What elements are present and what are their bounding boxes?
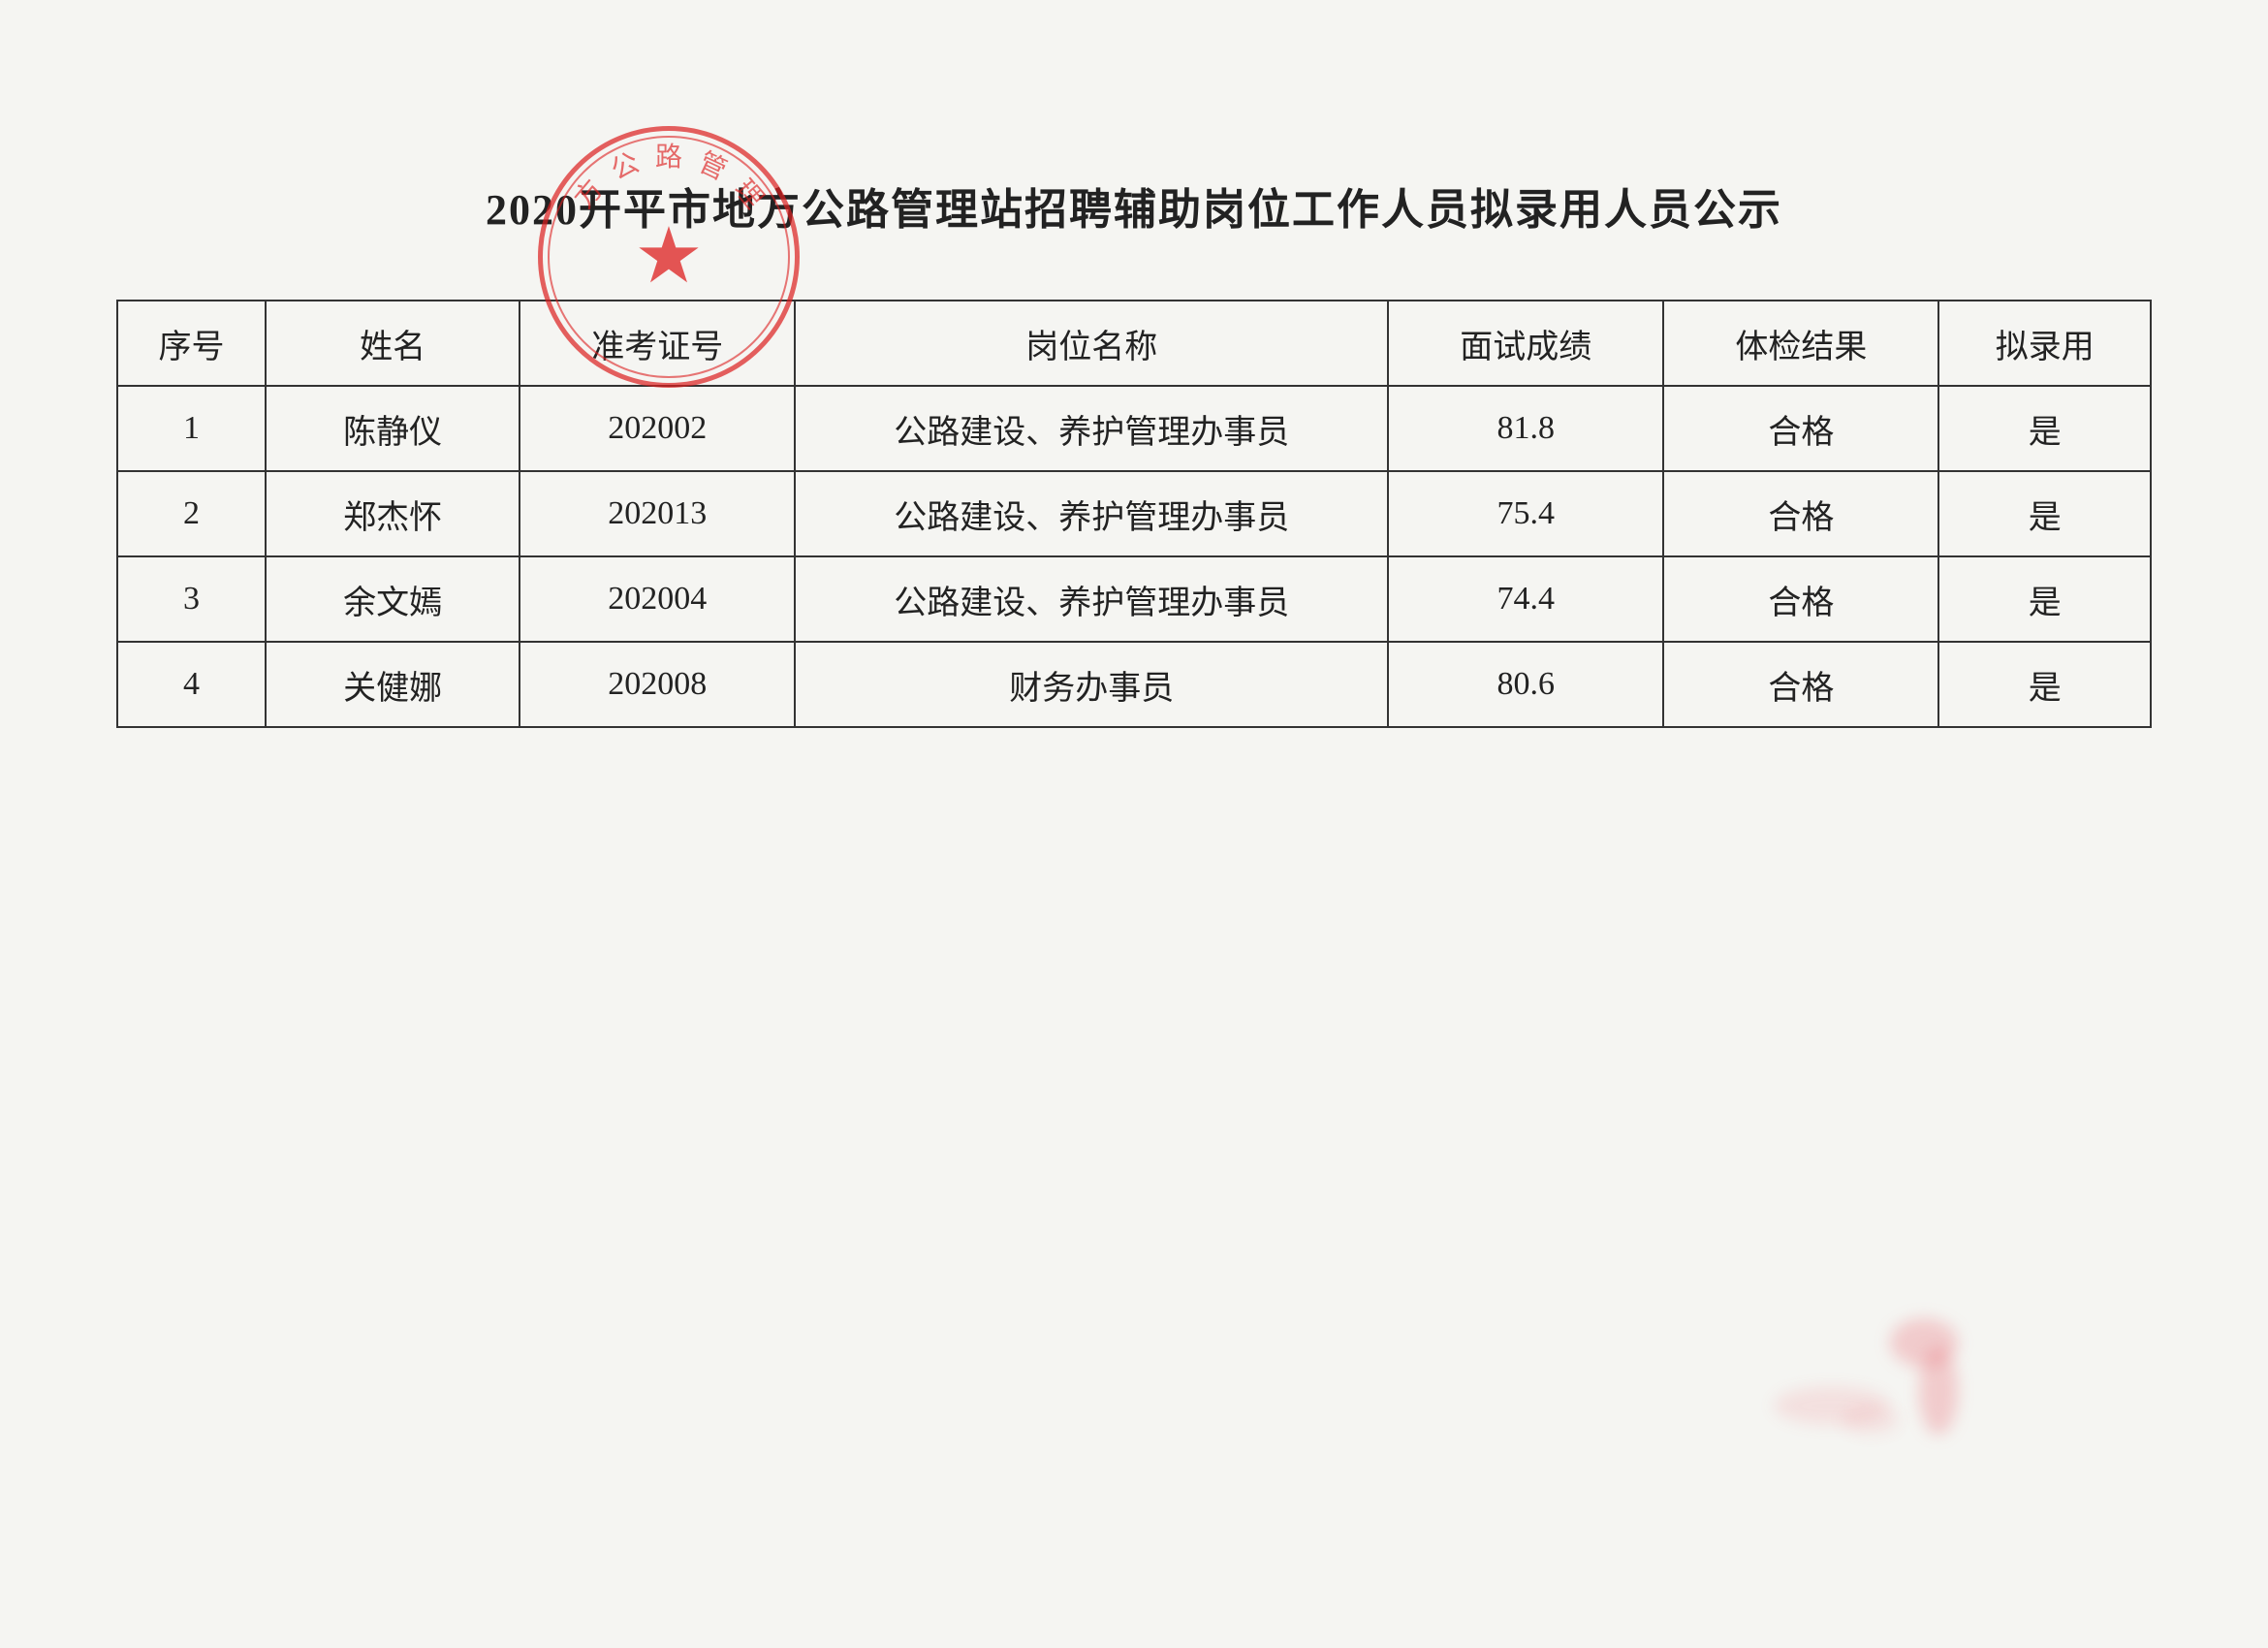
cell-score: 80.6 — [1388, 642, 1663, 727]
cell-hire: 是 — [1938, 556, 2151, 642]
cell-health: 合格 — [1663, 556, 1938, 642]
column-header-name: 姓名 — [266, 301, 520, 386]
cell-position: 财务办事员 — [795, 642, 1388, 727]
column-header-position: 岗位名称 — [795, 301, 1388, 386]
cell-hire: 是 — [1938, 471, 2151, 556]
column-header-hire: 拟录用 — [1938, 301, 2151, 386]
table-row: 2郑杰怀202013公路建设、养护管理办事员75.4合格是 — [117, 471, 2151, 556]
cell-exam_id: 202004 — [520, 556, 795, 642]
candidates-table: 序号姓名准考证号岗位名称面试成绩体检结果拟录用 1陈静仪202002公路建设、养… — [116, 300, 2152, 728]
cell-name: 关健娜 — [266, 642, 520, 727]
table-row: 3余文嫣202004公路建设、养护管理办事员74.4合格是 — [117, 556, 2151, 642]
table-header: 序号姓名准考证号岗位名称面试成绩体检结果拟录用 — [117, 301, 2151, 386]
column-header-score: 面试成绩 — [1388, 301, 1663, 386]
cell-exam_id: 202008 — [520, 642, 795, 727]
column-header-exam_id: 准考证号 — [520, 301, 795, 386]
cell-exam_id: 202002 — [520, 386, 795, 471]
cell-health: 合格 — [1663, 386, 1938, 471]
cell-position: 公路建设、养护管理办事员 — [795, 386, 1388, 471]
cell-exam_id: 202013 — [520, 471, 795, 556]
cell-position: 公路建设、养护管理办事员 — [795, 471, 1388, 556]
cell-score: 75.4 — [1388, 471, 1663, 556]
cell-name: 陈静仪 — [266, 386, 520, 471]
document-title: 2020开平市地方公路管理站招聘辅助岗位工作人员拟录用人员公示 — [116, 174, 2152, 237]
ink-smudge — [1745, 1299, 2016, 1474]
table-row: 1陈静仪202002公路建设、养护管理办事员81.8合格是 — [117, 386, 2151, 471]
cell-seq: 1 — [117, 386, 266, 471]
table-row: 4关健娜202008财务办事员80.6合格是 — [117, 642, 2151, 727]
cell-hire: 是 — [1938, 386, 2151, 471]
cell-hire: 是 — [1938, 642, 2151, 727]
column-header-health: 体检结果 — [1663, 301, 1938, 386]
cell-health: 合格 — [1663, 642, 1938, 727]
column-header-seq: 序号 — [117, 301, 266, 386]
document-page: ★ 方公路管理 2020开平市地方公路管理站招聘辅助岗位工作人员拟录用人员公示 … — [0, 0, 2268, 1648]
cell-score: 74.4 — [1388, 556, 1663, 642]
cell-seq: 3 — [117, 556, 266, 642]
table-body: 1陈静仪202002公路建设、养护管理办事员81.8合格是2郑杰怀202013公… — [117, 386, 2151, 727]
seal-char: 路 — [654, 136, 683, 174]
cell-position: 公路建设、养护管理办事员 — [795, 556, 1388, 642]
table-header-row: 序号姓名准考证号岗位名称面试成绩体检结果拟录用 — [117, 301, 2151, 386]
cell-seq: 2 — [117, 471, 266, 556]
cell-name: 余文嫣 — [266, 556, 520, 642]
cell-name: 郑杰怀 — [266, 471, 520, 556]
cell-score: 81.8 — [1388, 386, 1663, 471]
cell-health: 合格 — [1663, 471, 1938, 556]
cell-seq: 4 — [117, 642, 266, 727]
